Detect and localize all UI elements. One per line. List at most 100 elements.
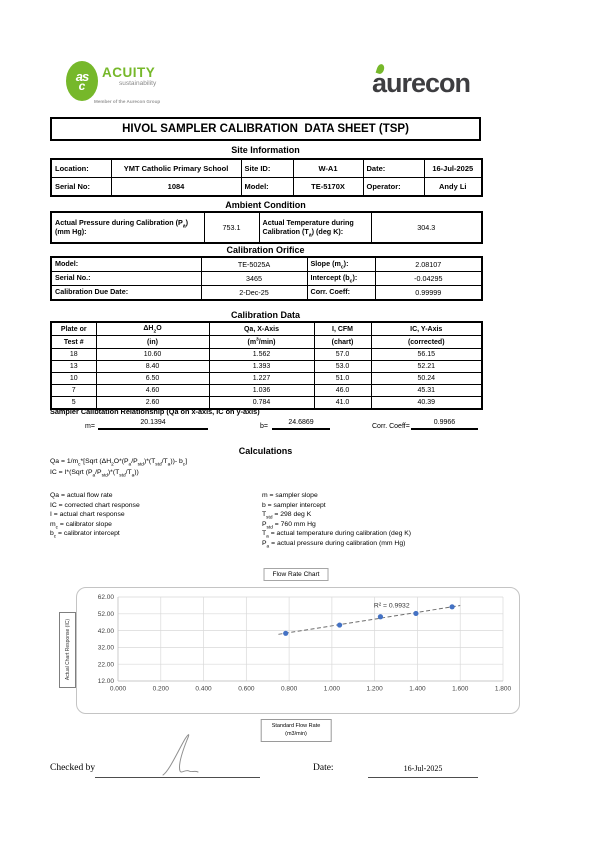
cell: 10	[50, 372, 97, 385]
definition: b = sampler intercept	[262, 501, 326, 509]
table-row: 10 6.50 1.227 51.0 50.24	[50, 372, 483, 385]
site-id-label: Site ID:	[240, 158, 294, 178]
site-information-heading: Site Information	[231, 145, 300, 155]
actual-temperature-label: Actual Temperature during Calibration (T…	[258, 211, 372, 244]
cell: 18	[50, 348, 97, 361]
svg-text:52.00: 52.00	[98, 611, 115, 618]
checked-by-signature-line	[95, 777, 260, 778]
svg-text:0.400: 0.400	[195, 686, 212, 693]
svg-text:62.00: 62.00	[98, 594, 115, 601]
footer-date-value: 16-Jul-2025	[403, 764, 443, 773]
cell: 1.036	[208, 384, 315, 397]
table-row: Actual Pressure during Calibration (Pa) …	[50, 211, 483, 244]
calibration-orifice-table: Model: TE-5025A Slope (mc): 2.08107 Seri…	[50, 256, 483, 301]
orifice-serial-value: 3465	[200, 271, 308, 286]
col-subheader: Test #	[50, 335, 97, 349]
b-value: 24.6869	[272, 419, 330, 430]
serial-no-value: 1084	[110, 177, 242, 197]
model-value: TE-5170X	[292, 177, 364, 197]
sampler-relationship-heading: Sampler Calibtation Relationship (Qa on …	[50, 407, 260, 416]
aurecon-logo: aurecon	[372, 63, 512, 104]
location-value: YMT Catholic Primary School	[110, 158, 242, 178]
definition: Pa = actual pressure during calibration …	[262, 539, 406, 550]
footer-date-line	[368, 777, 478, 778]
definition: Pstd = 760 mm Hg	[262, 520, 316, 531]
ic-formula: IC = I*(Sqrt (Pa/Pstd)*(Tstd/Ta))	[50, 469, 139, 479]
corr-coeff-label: Corr. Coeff=	[372, 423, 410, 430]
chart-title: Flow Rate Chart	[263, 568, 329, 581]
definition: m = sampler slope	[262, 492, 318, 499]
chart-y-axis-label: Actual Chart Response (IC)	[59, 612, 76, 688]
flow-rate-chart: 12.00 22.00 32.00 42.00 52.00 62.00 0.000 0.200…	[76, 587, 520, 714]
sampler-relationship-values: m= 20.1394 b= 24.6869 Corr. Coeff= 0.996…	[50, 419, 481, 437]
col-header: Plate or	[50, 321, 97, 336]
operator-value: Andy Li	[423, 177, 483, 197]
svg-text:0.200: 0.200	[153, 686, 170, 693]
cell: 57.0	[313, 348, 372, 361]
ambient-condition-table: Actual Pressure during Calibration (Pa) …	[50, 211, 483, 244]
svg-text:42.00: 42.00	[98, 628, 115, 635]
svg-text:1.000: 1.000	[324, 686, 341, 693]
m-label: m=	[85, 423, 95, 430]
cell: 13	[50, 360, 97, 373]
acuity-monogram-top: as	[75, 69, 89, 84]
calibration-data-heading: Calibration Data	[230, 310, 300, 320]
calibration-orifice-heading: Calibration Orifice	[226, 245, 305, 255]
location-label: Location:	[50, 158, 112, 178]
scatter-plot: 12.00 22.00 32.00 42.00 52.00 62.00 0.000 0.200…	[98, 594, 512, 693]
svg-text:12.00: 12.00	[98, 678, 115, 685]
col-subheader: (corrected)	[370, 335, 483, 349]
col-subheader: (m3/min)	[208, 335, 315, 349]
table-row: 7 4.60 1.036 46.0 45.31	[50, 384, 483, 397]
cell: 1.562	[208, 348, 315, 361]
definition: bc = calibrator intercept	[50, 530, 120, 540]
cell: 6.50	[95, 372, 210, 385]
cell: 51.0	[313, 372, 372, 385]
cell: 41.0	[313, 396, 372, 410]
m-value: 20.1394	[98, 419, 208, 430]
acuity-logo-tagline: Member of the Aurecon Group	[94, 99, 161, 104]
cell: 40.39	[370, 396, 483, 410]
definition: Ta = actual temperature during calibrati…	[262, 530, 412, 540]
svg-text:22.00: 22.00	[98, 661, 115, 668]
acuity-logo: as c ACUITY sustainability Member of the…	[66, 61, 196, 109]
orifice-corr-coeff-label: Corr. Coeff:	[306, 285, 376, 301]
cell: 8.40	[95, 360, 210, 373]
col-header: I, CFM	[313, 321, 372, 336]
actual-temperature-value: 304.3	[370, 211, 483, 244]
model-label: Model:	[240, 177, 294, 197]
col-header: Qa, X-Axis	[208, 321, 315, 336]
definitions-left-column: Qa = actual flow rate IC = corrected cha…	[50, 491, 140, 540]
checked-by-label: Checked by	[50, 763, 96, 773]
actual-pressure-label: Actual Pressure during Calibration (Pa) …	[50, 211, 205, 244]
svg-text:1.600: 1.600	[452, 686, 469, 693]
table-row: 18 10.60 1.562 57.0 56.15	[50, 348, 483, 361]
svg-text:32.00: 32.00	[98, 645, 115, 652]
acuity-logo-name: ACUITY	[102, 65, 156, 80]
svg-text:0.800: 0.800	[281, 686, 298, 693]
orifice-intercept-value: -0.04295	[374, 271, 483, 286]
cell: 4.60	[95, 384, 210, 397]
cell: 50.24	[370, 372, 483, 385]
svg-text:1.200: 1.200	[367, 686, 384, 693]
cell: 46.0	[313, 384, 372, 397]
orifice-slope-label: Slope (mc):	[306, 256, 376, 272]
orifice-model-value: TE-5025A	[200, 256, 308, 272]
operator-label: Operator:	[362, 177, 425, 197]
svg-text:R² = 0.9932: R² = 0.9932	[374, 602, 410, 609]
calibration-data-table: Plate or ΔH2O Qa, X-Axis I, CFM IC, Y-Ax…	[50, 321, 483, 410]
col-header: IC, Y-Axis	[370, 321, 483, 336]
orifice-slope-value: 2.08107	[374, 256, 483, 272]
orifice-serial-label: Serial No.:	[50, 271, 202, 286]
b-label: b=	[260, 423, 268, 430]
col-subheader: (chart)	[313, 335, 372, 349]
date-value: 16-Jul-2025	[423, 158, 483, 178]
orifice-intercept-label: Intercept (bc):	[306, 271, 376, 286]
qa-formula: Qa = 1/mc*[Sqrt (ΔH2O*(Pa/Pstd)*(Tstd/Ta…	[50, 458, 188, 468]
table-row: Serial No: 1084 Model: TE-5170X Operator…	[50, 177, 483, 197]
definitions-right-column: m = sampler slope b = sampler intercept …	[262, 491, 411, 549]
cell: 56.15	[370, 348, 483, 361]
ambient-condition-heading: Ambient Condition	[225, 200, 306, 210]
table-row: 5 2.60 0.784 41.0 40.39	[50, 396, 483, 410]
